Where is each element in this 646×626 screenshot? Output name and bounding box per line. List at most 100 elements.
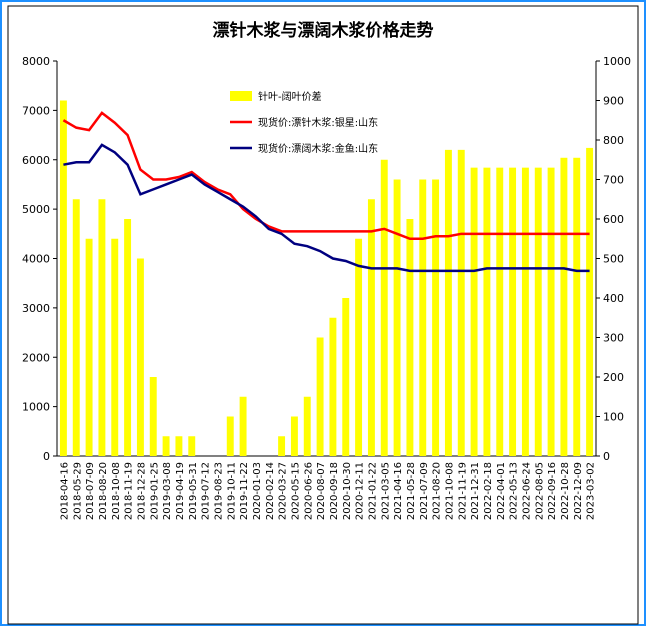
bar [534,167,542,456]
y2-tick-label: 900 [603,95,624,108]
bar [290,416,298,456]
x-tick-label: 2020-01-03 [252,462,263,520]
x-tick-label: 2019-01-25 [149,462,160,520]
bar [278,436,286,456]
x-tick-label: 2022-04-01 [496,462,507,520]
bar [136,258,144,456]
x-tick-label: 2021-12-31 [470,462,481,520]
x-tick-label: 2020-06-26 [303,462,314,520]
bar [124,219,132,456]
y-tick-label: 1000 [22,401,50,414]
x-tick-label: 2019-04-19 [175,462,186,520]
bar [59,100,67,456]
x-tick-label: 2021-10-08 [444,462,455,520]
bar [329,317,337,456]
x-tick-label: 2018-08-20 [98,462,109,520]
x-tick-label: 2022-02-18 [483,462,494,520]
bar [303,396,311,456]
x-tick-label: 2021-03-05 [380,462,391,520]
x-tick-label: 2020-02-14 [265,462,276,520]
x-tick-label: 2019-11-22 [239,462,250,520]
x-tick-label: 2022-09-16 [547,462,558,520]
x-tick-label: 2019-08-23 [213,462,224,520]
y2-tick-label: 500 [603,253,624,266]
bar [419,179,427,456]
y-tick-label: 6000 [22,154,50,167]
bar [85,238,93,456]
legend-swatch [230,91,252,101]
y2-tick-label: 300 [603,332,624,345]
x-tick-label: 2019-03-08 [162,462,173,520]
chart-border [7,5,639,625]
x-tick-label: 2020-10-30 [342,462,353,520]
x-tick-label: 2019-10-11 [226,462,237,520]
x-tick-label: 2019-05-31 [188,462,199,520]
bar [380,159,388,456]
x-tick-label: 2021-11-19 [457,462,468,520]
bar [444,149,452,456]
y2-tick-label: 1000 [603,55,631,68]
bar [316,337,324,456]
y2-tick-label: 200 [603,371,624,384]
x-tick-label: 2018-10-08 [111,462,122,520]
bar [175,436,183,456]
x-tick-label: 2023-03-02 [586,462,597,520]
x-tick-label: 2020-08-07 [316,462,327,520]
bar [111,238,119,456]
x-tick-label: 2021-05-28 [406,462,417,520]
y-tick-label: 4000 [22,253,50,266]
y2-tick-label: 0 [603,450,610,463]
x-tick-label: 2018-04-16 [59,462,70,520]
y-tick-label: 5000 [22,203,50,216]
x-tick-label: 2020-03-27 [278,462,289,520]
x-tick-label: 2020-05-15 [290,462,301,520]
x-tick-label: 2019-07-12 [201,462,212,520]
x-tick-label: 2021-07-09 [419,462,430,520]
bar [72,199,80,456]
x-tick-label: 2022-10-28 [560,462,571,520]
bar [149,377,157,456]
bar [496,167,504,456]
bar [560,157,568,456]
y-tick-label: 0 [43,450,50,463]
y-tick-label: 2000 [22,351,50,364]
y2-tick-label: 800 [603,134,624,147]
bar [509,167,517,456]
x-tick-label: 2020-12-11 [355,462,366,520]
y-tick-label: 3000 [22,302,50,315]
y2-tick-label: 100 [603,411,624,424]
bar [547,167,555,456]
x-tick-label: 2018-12-28 [136,462,147,520]
x-tick-label: 2021-01-22 [367,462,378,520]
legend-label: 现货价:漂阔木浆:金鱼:山东 [258,142,378,155]
x-tick-label: 2022-08-05 [534,462,545,520]
bar [470,167,478,456]
bar [188,436,196,456]
line [62,111,590,240]
bar [342,298,350,456]
bar [393,179,401,456]
bar [406,219,414,456]
legend-label: 现货价:漂针木浆:银星:山东 [258,116,378,129]
x-tick-label: 2020-09-18 [329,462,340,520]
y2-tick-label: 400 [603,292,624,305]
y-tick-label: 7000 [22,104,50,117]
bar [239,396,247,456]
bar [355,238,363,456]
x-tick-label: 2022-12-09 [573,462,584,520]
chart-title: 漂针木浆与漂阔木浆价格走势 [213,20,434,41]
bar [521,167,529,456]
x-tick-label: 2018-07-09 [85,462,96,520]
x-tick-label: 2022-05-13 [509,462,520,520]
x-tick-label: 2022-06-24 [521,462,532,520]
y2-tick-label: 600 [603,213,624,226]
bar [573,157,581,456]
bar [483,167,491,456]
line [63,143,590,273]
x-tick-label: 2021-04-16 [393,462,404,520]
y2-tick-label: 700 [603,174,624,187]
bar [162,436,170,456]
bar [98,199,106,456]
